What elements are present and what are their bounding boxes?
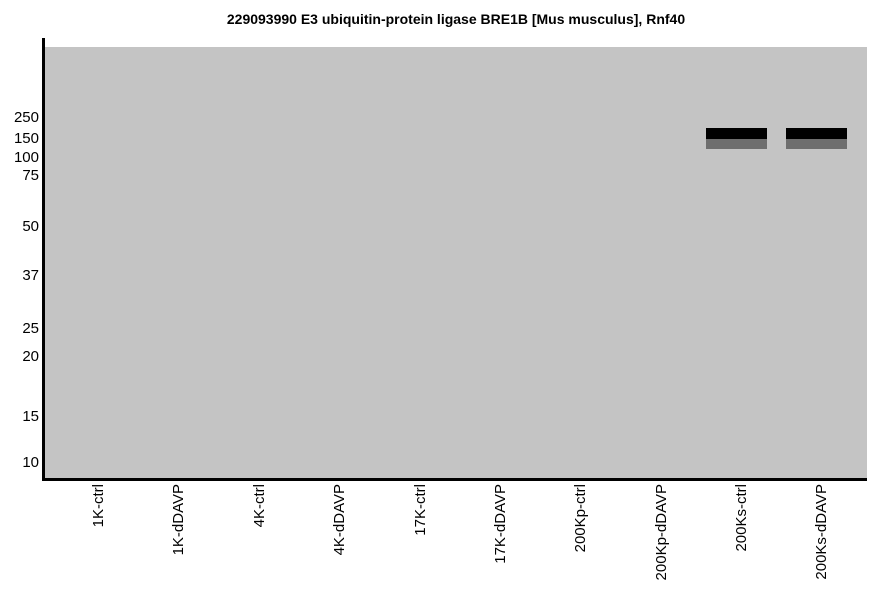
figure-title: 229093990 E3 ubiquitin-protein ligase BR… [226, 11, 686, 27]
lane-label: 4K-dDAVP [331, 484, 348, 556]
lane-label: 1K-dDAVP [170, 484, 187, 556]
lane-label: 1K-ctrl [90, 484, 107, 528]
blot-band-segment [786, 139, 847, 149]
y-axis-marker-label: 37 [22, 267, 39, 284]
blot-band-segment [706, 139, 767, 149]
y-axis-line [42, 38, 45, 481]
y-axis-marker-label: 25 [22, 320, 39, 337]
y-axis-marker-label: 20 [22, 348, 39, 365]
plot-area [45, 47, 867, 478]
y-axis-marker-label: 10 [22, 454, 39, 471]
blot-band-segment [786, 128, 847, 139]
lane-label: 200Ks-dDAVP [813, 484, 830, 580]
lane-label: 200Ks-ctrl [733, 484, 750, 552]
y-axis-marker-label: 150 [13, 130, 39, 147]
x-axis-line [42, 478, 867, 481]
lane-label: 200Kp-dDAVP [653, 484, 670, 581]
y-axis-marker-label: 15 [22, 408, 39, 425]
lane-label: 4K-ctrl [251, 484, 268, 528]
y-axis-marker-label: 100 [13, 149, 39, 166]
lane-label: 17K-ctrl [412, 484, 429, 536]
y-axis-marker-label: 75 [22, 167, 39, 184]
y-axis-marker-label: 250 [13, 109, 39, 126]
blot-band-segment [706, 128, 767, 139]
lane-label: 17K-dDAVP [492, 484, 509, 564]
y-axis-marker-label: 50 [22, 218, 39, 235]
lane-label: 200Kp-ctrl [572, 484, 589, 553]
